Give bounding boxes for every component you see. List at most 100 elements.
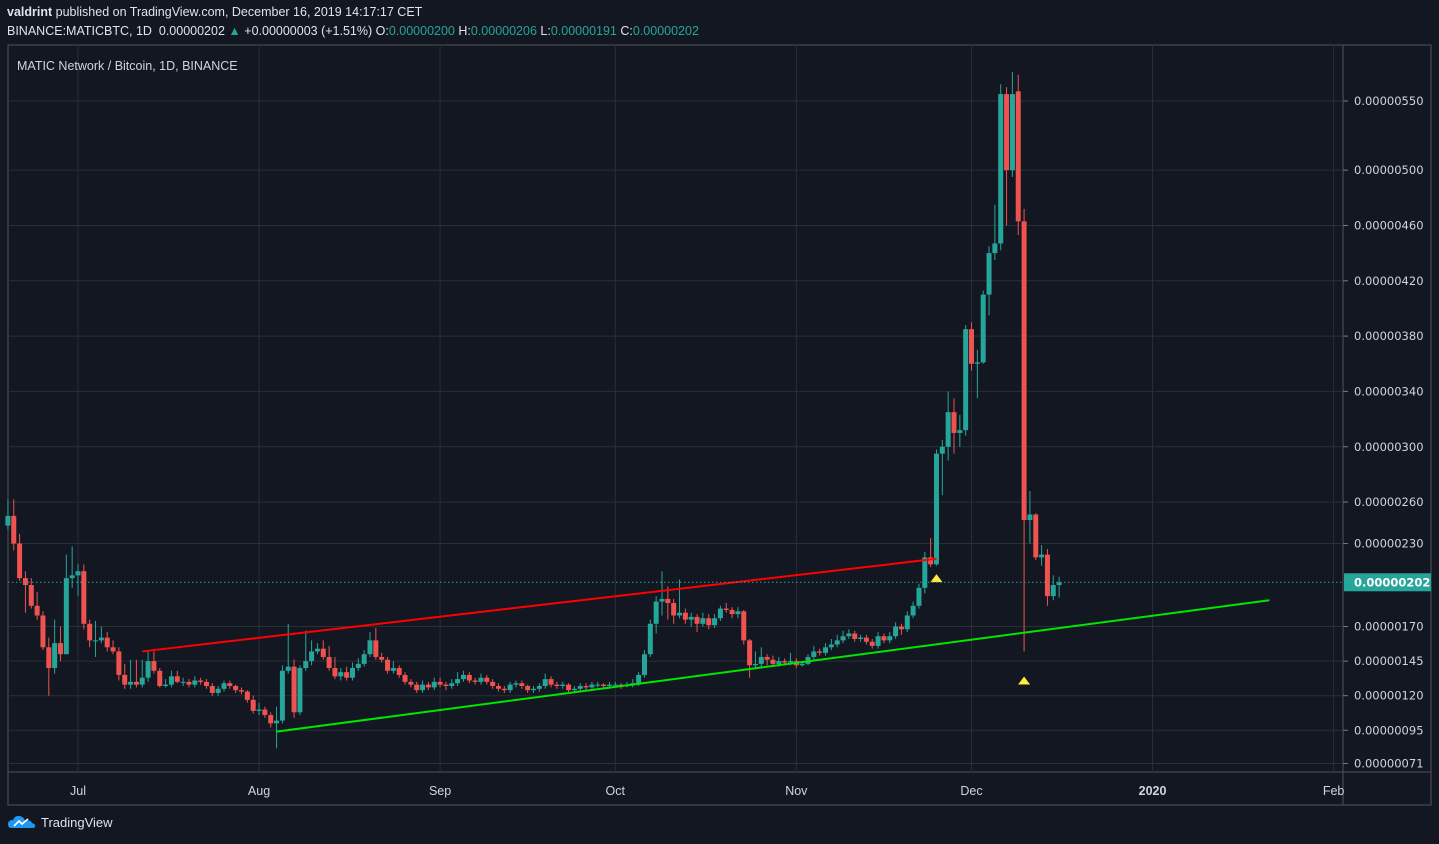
y-tick-label: 0.00000120	[1354, 689, 1424, 703]
candle-body	[735, 611, 741, 615]
candle-body	[770, 659, 776, 664]
candle-body	[256, 709, 262, 711]
candle-body	[344, 672, 350, 678]
candle	[57, 626, 63, 662]
low-value: 0.00000191	[550, 24, 617, 38]
candle-body	[5, 515, 11, 526]
candle-body	[122, 674, 128, 685]
low-label: L:	[540, 24, 551, 38]
candle-body	[443, 684, 449, 687]
candle	[87, 619, 93, 648]
candle	[881, 633, 887, 644]
candle-body	[519, 683, 525, 687]
candle	[671, 598, 677, 624]
candle	[332, 656, 338, 680]
candle	[729, 607, 735, 619]
candle	[992, 204, 998, 261]
x-tick-label: Jul	[70, 784, 86, 798]
candle-body	[1044, 554, 1050, 597]
candle	[846, 629, 852, 639]
candle	[227, 680, 233, 689]
candle	[104, 632, 110, 652]
candle	[758, 647, 764, 667]
candle-body	[326, 656, 332, 669]
candle	[326, 645, 332, 671]
candle-body	[542, 679, 548, 687]
candle	[1039, 544, 1045, 566]
candle-body	[478, 677, 484, 682]
open-value: 0.00000200	[388, 24, 455, 38]
candle-body	[969, 329, 975, 364]
candle	[1050, 575, 1056, 601]
candle-body	[151, 661, 157, 671]
candle-body	[455, 679, 461, 684]
x-tick-label: Nov	[785, 784, 808, 798]
candle	[122, 663, 128, 689]
candle-body	[402, 674, 408, 682]
candle	[490, 679, 496, 689]
y-tick-label: 0.00000170	[1354, 620, 1424, 634]
candle	[268, 712, 274, 728]
candle-body	[776, 661, 782, 664]
y-tick-label: 0.00000500	[1354, 163, 1424, 177]
tradingview-logo[interactable]: TradingView	[8, 814, 113, 830]
candle	[285, 623, 291, 674]
brand-name: TradingView	[41, 814, 113, 830]
candle-body	[203, 681, 209, 687]
candle	[747, 638, 753, 678]
candle-body	[881, 636, 887, 641]
x-tick-label: 2020	[1139, 784, 1167, 798]
candle-body	[34, 605, 40, 616]
candle	[939, 439, 945, 496]
candle-body	[787, 661, 793, 663]
candle-body	[69, 575, 75, 579]
candle-body	[717, 608, 723, 619]
candle	[589, 681, 595, 689]
candle-body	[928, 557, 934, 565]
candle	[367, 632, 373, 657]
candle	[542, 673, 548, 689]
candle	[274, 706, 280, 749]
candle-body	[490, 681, 496, 687]
candle	[653, 596, 659, 634]
candle-body	[466, 674, 472, 681]
candle	[741, 609, 747, 645]
author-name[interactable]: valdrint	[7, 5, 53, 19]
candle	[858, 634, 864, 642]
candle	[951, 398, 957, 454]
candle	[513, 680, 519, 688]
candle-body	[647, 623, 653, 655]
candle	[963, 325, 969, 436]
candle	[420, 680, 426, 693]
candle-body	[320, 648, 326, 657]
candle-body	[396, 668, 402, 675]
candle	[665, 586, 671, 620]
candle	[548, 676, 554, 688]
candle-body	[641, 654, 647, 675]
candle-body	[163, 684, 169, 687]
resistance-trendline	[142, 557, 937, 653]
candle	[811, 645, 817, 660]
candle-body	[939, 446, 945, 454]
candle-body	[1056, 582, 1062, 586]
candle	[484, 674, 490, 685]
candle-body	[338, 672, 344, 677]
candle	[344, 666, 350, 681]
candle	[566, 683, 572, 693]
candle-body	[957, 430, 963, 433]
x-tick-label: Feb	[1323, 784, 1345, 798]
candle	[770, 655, 776, 667]
candle-body	[110, 647, 116, 652]
candle	[974, 349, 980, 399]
candle-body	[297, 668, 303, 713]
candle-body	[209, 686, 215, 693]
candle	[443, 681, 449, 691]
candle-body	[81, 571, 87, 624]
candle-body	[285, 666, 291, 671]
candle	[805, 654, 811, 666]
y-tick-label: 0.00000550	[1354, 94, 1424, 108]
candle	[735, 607, 741, 619]
x-tick-label: Aug	[248, 784, 270, 798]
candle	[933, 449, 939, 566]
